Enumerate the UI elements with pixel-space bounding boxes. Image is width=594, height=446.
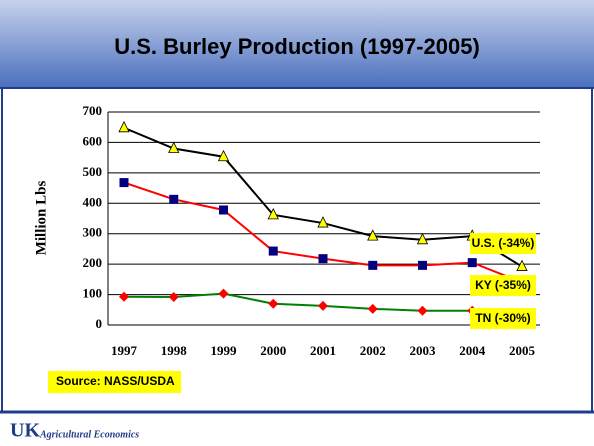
y-tick-label: 400 [83,194,103,209]
marker [118,120,130,133]
marker [168,292,179,303]
marker [317,216,329,228]
series-label: U.S. (-34%) [472,236,535,250]
marker [219,205,228,215]
marker [367,303,378,314]
chart-title: U.S. Burley Production (1997-2005) [114,34,480,59]
marker [318,300,328,311]
marker [218,288,229,299]
series-label-box [470,308,536,329]
marker [516,259,528,271]
marker [368,260,378,270]
footer-text: Agricultural Economics [39,429,139,440]
marker [217,149,230,162]
x-tick-label: 2000 [260,343,286,358]
marker [268,298,279,309]
marker [417,305,428,316]
y-tick-label: 700 [83,103,103,118]
header-band [0,0,594,88]
y-tick-label: 100 [83,286,103,301]
marker [168,141,180,153]
marker [169,194,179,204]
series-label: KY (-35%) [475,278,531,292]
marker [467,258,477,268]
x-tick-label: 2002 [360,343,386,358]
y-tick-label: 600 [83,133,103,148]
x-tick-label: 2005 [509,343,536,358]
series-label-box [470,275,536,296]
y-tick-label: 300 [83,225,103,240]
source: Source: NASS/USDA [56,374,175,388]
y-tick-label: 500 [83,164,103,179]
marker [119,291,129,302]
marker [268,246,278,256]
x-tick-label: 2003 [410,343,437,358]
marker [318,254,328,264]
marker [267,207,279,220]
footer-logo: UK [10,420,40,442]
marker [416,232,429,245]
series-label: TN (-30%) [475,311,530,325]
marker [367,229,379,241]
x-tick-label: 2004 [459,343,486,358]
x-tick-label: 1998 [161,343,188,358]
y-tick-label: 200 [83,255,103,270]
source-box [48,371,181,393]
x-tick-label: 2001 [310,343,336,358]
marker [418,260,427,270]
series-label-box [470,233,536,254]
y-tick-label: 0 [96,316,103,331]
marker [119,178,129,188]
y-axis-title: Million Lbs [33,181,49,256]
x-tick-label: 1999 [211,343,238,358]
x-tick-label: 1997 [111,343,138,358]
